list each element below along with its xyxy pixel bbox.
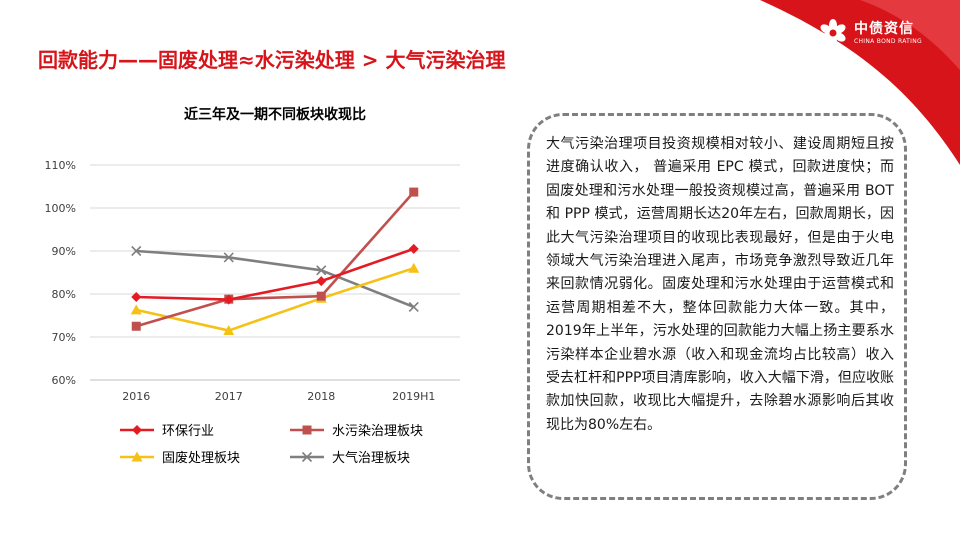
data-point [408,243,419,254]
data-point [223,294,234,305]
chart-title: 近三年及一期不同板块收现比 [184,106,366,123]
line-chart: 近三年及一期不同板块收现比 60% 70% 80% 90% 100% 110% 2016 201… [45,106,460,466]
x-tick-label: 2016 [122,390,150,403]
y-tick-label: 70% [52,331,76,344]
x-tick-label: 2017 [215,390,243,403]
legend-marker [302,425,312,435]
data-point [316,291,326,301]
brand-logo: 中债资信 CHINA BOND RATING [818,16,938,56]
legend-marker [132,425,142,435]
note-text: 大气污染治理项目投资规模相对较小、建设周期短且按进度确认收入， 普遍采用 EPC… [546,136,894,433]
series-line [136,247,415,301]
legend-label: 水污染治理板块 [332,424,423,439]
x-tick-label: 2018 [307,390,335,403]
x-tick-label: 2019H1 [392,390,435,403]
data-point [131,292,142,303]
y-tick-label: 60% [52,374,76,387]
y-tick-label: 100% [45,202,76,215]
brand-name-cn: 中债资信 [854,21,914,37]
y-tick-label: 80% [52,288,76,301]
data-point [131,245,142,257]
corner-decoration [760,0,960,165]
data-point [408,262,420,273]
page-title: 回款能力——固废处理≈水污染处理 > 大气污染治理 [38,48,506,72]
data-point [130,304,142,315]
legend-marker [301,451,313,463]
series-line [135,266,415,332]
data-point [409,187,419,197]
data-point [316,265,327,276]
y-tick-label: 110% [45,159,76,172]
legend-label: 大气治理板块 [332,450,410,466]
legend-label: 固废处理板块 [162,450,240,466]
data-point [131,321,141,331]
note-box [527,113,907,500]
data-point [223,252,234,263]
y-tick-label: 90% [52,245,76,258]
data-point [316,276,327,287]
legend-marker [131,451,143,462]
series-line [135,191,415,328]
data-point [408,301,419,312]
legend-label: 环保行业 [162,424,214,439]
brand-flower-icon [820,19,846,47]
brand-name-en: CHINA BOND RATING [854,38,922,45]
series-line [136,249,415,309]
data-point [223,325,235,336]
